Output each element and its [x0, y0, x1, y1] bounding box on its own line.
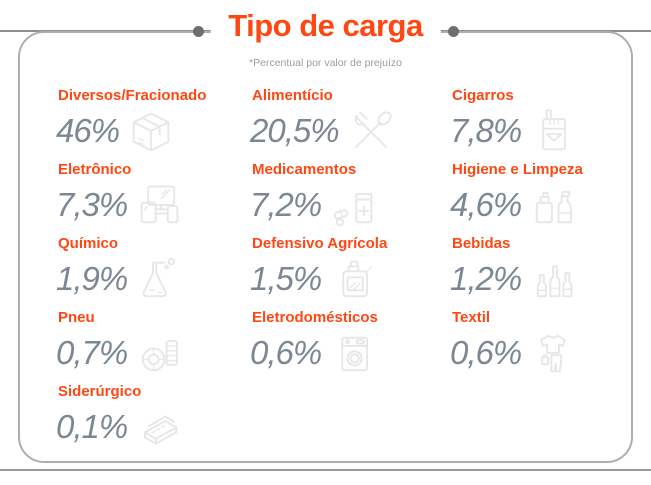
cargo-item-5: Medicamentos 7,2% [250, 161, 450, 236]
cargo-value: 1,9% [56, 260, 128, 298]
cargo-label: Diversos/Fracionado [58, 87, 207, 104]
cargo-grid: Diversos/Fracionado 46% Alimentício 20,5… [56, 87, 612, 458]
package-box-icon [125, 106, 177, 158]
cargo-value: 7,3% [56, 186, 128, 224]
cargo-label: Eletrônico [58, 161, 132, 178]
cleaning-products-icon [527, 180, 579, 232]
cargo-type-card [18, 31, 633, 463]
cargo-item-7: Químico 1,9% [56, 235, 250, 310]
cargo-value: 0,6% [250, 334, 322, 372]
cargo-label: Alimentício [252, 87, 333, 104]
title-left-dot-icon [192, 26, 204, 37]
bottom-rule [0, 469, 651, 471]
cargo-label: Defensivo Agrícola [252, 235, 388, 252]
tire-icon [133, 328, 185, 380]
cargo-item-2: Alimentício 20,5% [250, 87, 450, 162]
cargo-item-12: Textil 0,6% [450, 309, 612, 384]
cargo-value: 4,6% [450, 186, 522, 224]
cargo-label: Bebidas [452, 235, 511, 252]
agro-canister-icon [327, 254, 379, 306]
cargo-value: 0,6% [450, 334, 522, 372]
clothing-icon [527, 328, 579, 380]
cargo-value: 1,5% [250, 260, 322, 298]
page-subtitle: *Percentual por valor de prejuízo [249, 57, 402, 69]
cargo-item-1: Diversos/Fracionado 46% [56, 87, 250, 162]
cargo-label: Textil [452, 309, 491, 326]
cargo-value: 7,2% [250, 186, 322, 224]
cargo-item-13: Siderúrgico 0,1% [56, 383, 250, 458]
cargo-value: 46% [56, 112, 120, 150]
cigarette-pack-icon [527, 106, 579, 158]
medicine-icon [327, 180, 379, 232]
chemistry-flask-icon [133, 254, 185, 306]
cargo-value: 0,7% [56, 334, 128, 372]
cargo-value: 1,2% [450, 260, 522, 298]
cargo-item-4: Eletrônico 7,3% [56, 161, 250, 236]
header: Tipo de carga [210, 8, 441, 44]
cargo-label: Higiene e Limpeza [452, 161, 583, 178]
cargo-label: Medicamentos [252, 161, 357, 178]
cargo-item-6: Higiene e Limpeza 4,6% [450, 161, 612, 236]
cargo-label: Cigarros [452, 87, 514, 104]
cargo-value: 20,5% [250, 112, 340, 150]
page-title: Tipo de carga [228, 8, 423, 43]
cargo-item-9: Bebidas 1,2% [450, 235, 612, 310]
cargo-label: Siderúrgico [58, 383, 142, 400]
steel-plates-icon [133, 402, 185, 454]
cargo-label: Eletrodomésticos [252, 309, 378, 326]
cargo-item-8: Defensivo Agrícola 1,5% [250, 235, 450, 310]
cargo-label: Químico [58, 235, 119, 252]
cargo-item-3: Cigarros 7,8% [450, 87, 612, 162]
cutlery-icon [345, 106, 397, 158]
cargo-value: 0,1% [56, 408, 128, 446]
cargo-label: Pneu [58, 309, 95, 326]
title-right-dot-icon [447, 26, 459, 37]
electronic-devices-icon [133, 180, 185, 232]
beverage-bottles-icon [527, 254, 579, 306]
cargo-value: 7,8% [450, 112, 522, 150]
washing-machine-icon [327, 328, 379, 380]
cargo-item-10: Pneu 0,7% [56, 309, 250, 384]
cargo-item-11: Eletrodomésticos 0,6% [250, 309, 450, 384]
